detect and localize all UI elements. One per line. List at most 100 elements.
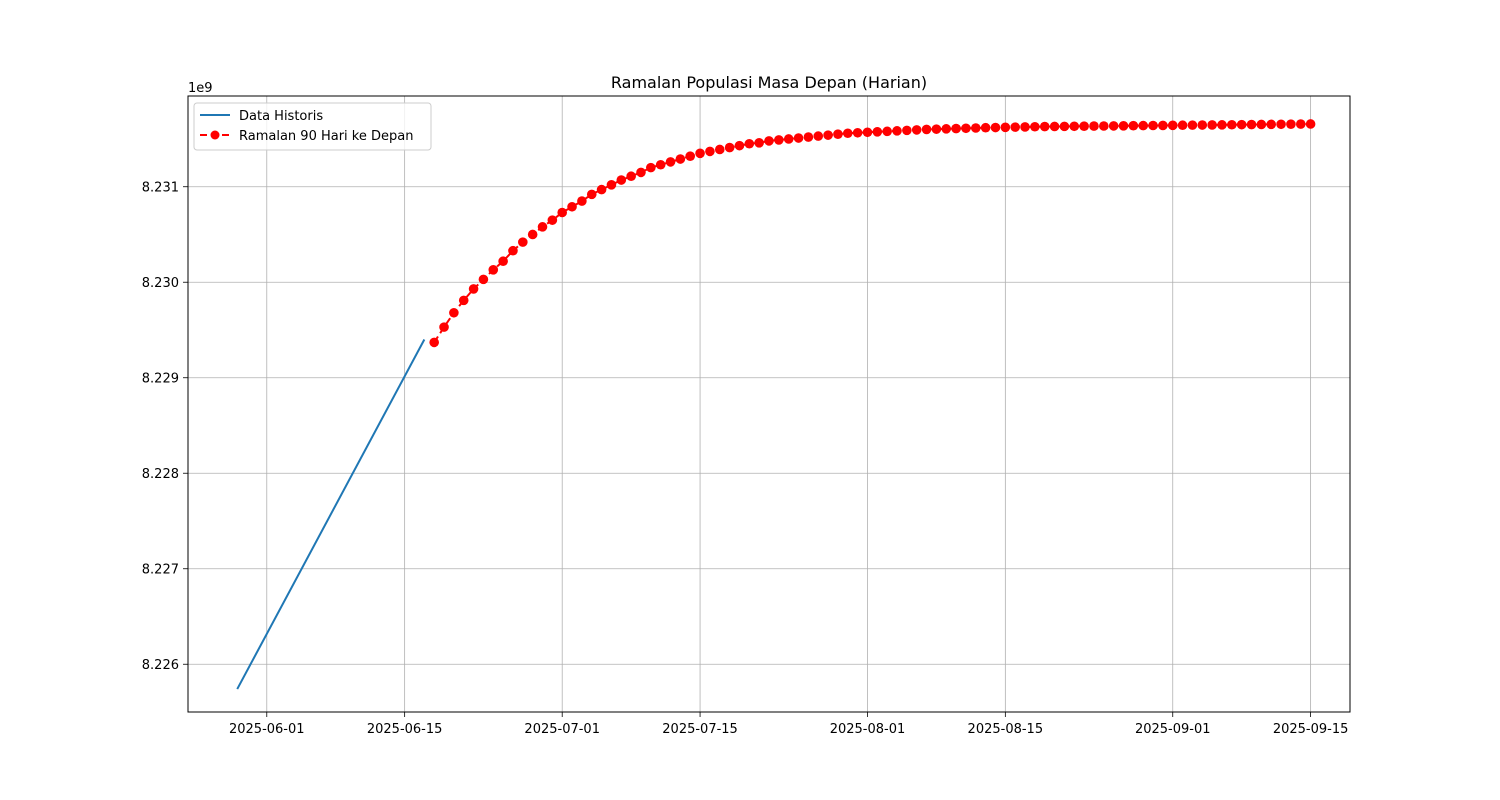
x-axis: 2025-06-01 2025-06-15 2025-07-01 2025-07-15… <box>229 712 1348 737</box>
forecast-point <box>1236 119 1247 130</box>
y-tick-label: 8.228 <box>142 467 179 482</box>
x-tick-label: 2025-09-15 <box>1273 722 1349 737</box>
forecast-point <box>862 127 873 138</box>
forecast-point <box>655 159 666 170</box>
forecast-point <box>911 125 922 135</box>
forecast-point <box>724 142 735 153</box>
forecast-point <box>577 196 587 206</box>
forecast-point <box>695 148 705 159</box>
y-offset-label: 1e9 <box>188 81 213 96</box>
forecast-point <box>547 215 558 225</box>
forecast-point <box>774 135 784 145</box>
forecast-point <box>1138 120 1148 131</box>
forecast-point <box>892 126 902 136</box>
forecast-point <box>1010 122 1020 132</box>
forecast-point <box>1256 119 1267 130</box>
forecast-point <box>1246 119 1257 130</box>
forecast-point <box>961 123 971 134</box>
forecast-point <box>1099 121 1109 131</box>
forecast-point <box>596 184 607 195</box>
forecast-point <box>1079 121 1089 131</box>
chart-title: Ramalan Populasi Masa Depan (Harian) <box>611 73 927 92</box>
grid <box>188 96 1350 712</box>
forecast-point <box>754 138 764 148</box>
forecast-point <box>1207 120 1217 130</box>
forecast-point <box>1049 121 1060 132</box>
forecast-point <box>685 151 696 161</box>
forecast-point <box>1118 121 1129 131</box>
forecast-point <box>852 127 863 138</box>
forecast-point <box>586 189 597 200</box>
legend-box <box>193 102 432 151</box>
forecast-point <box>734 140 745 151</box>
forecast-point <box>872 127 883 137</box>
forecast-point <box>941 124 952 134</box>
forecast-point <box>813 131 824 141</box>
forecast-point <box>803 132 814 142</box>
y-tick-label: 8.226 <box>142 658 179 673</box>
forecast-point <box>1305 119 1316 129</box>
forecast-point <box>833 129 843 139</box>
forecast-point <box>439 322 449 332</box>
forecast-point <box>902 125 912 136</box>
forecast-point <box>537 222 548 232</box>
forecast-point <box>921 124 932 135</box>
forecast-point <box>449 307 459 318</box>
forecast-point <box>488 265 499 275</box>
forecast-point <box>1187 120 1198 130</box>
forecast-point <box>1217 120 1227 130</box>
forecast-point <box>1227 119 1237 130</box>
forecast-point <box>990 122 1001 133</box>
forecast-point <box>1030 121 1040 132</box>
series-layer <box>236 119 1316 690</box>
x-tick-label: 2025-07-15 <box>662 722 738 737</box>
x-tick-label: 2025-06-15 <box>367 722 443 737</box>
forecast-point <box>498 256 508 267</box>
forecast-point <box>518 237 528 247</box>
forecast-point <box>1276 119 1286 130</box>
series-line-historical <box>236 339 426 690</box>
forecast-point <box>675 154 686 164</box>
forecast-point <box>1148 120 1158 131</box>
forecast-point <box>951 123 961 134</box>
plot-frame <box>187 95 1351 713</box>
forecast-point <box>1059 121 1070 132</box>
legend-label-historical: Data Historis <box>239 109 323 124</box>
forecast-point <box>626 171 636 182</box>
forecast-point <box>1158 120 1168 131</box>
forecast-point <box>1069 121 1080 132</box>
forecast-point <box>665 157 676 167</box>
forecast-point <box>1266 119 1277 130</box>
forecast-point <box>1108 121 1119 131</box>
forecast-point <box>783 134 794 144</box>
forecast-point <box>971 123 981 133</box>
forecast-point <box>764 136 774 146</box>
forecast-point <box>1197 120 1208 130</box>
forecast-point <box>1089 121 1099 131</box>
forecast-point <box>793 133 804 143</box>
forecast-point <box>1295 119 1306 129</box>
y-tick-label: 8.230 <box>142 276 179 291</box>
x-tick-label: 2025-09-01 <box>1135 722 1211 737</box>
forecast-point <box>567 201 577 212</box>
legend: Data Historis Ramalan 90 Hari ke Depan <box>193 102 432 151</box>
legend-label-forecast: Ramalan 90 Hari ke Depan <box>239 129 413 144</box>
forecast-point <box>429 337 439 348</box>
forecast-point <box>744 138 755 149</box>
forecast-point <box>823 130 833 140</box>
y-tick-label: 8.231 <box>142 181 179 196</box>
forecast-point <box>468 284 479 294</box>
forecast-point <box>980 122 991 133</box>
forecast-point <box>1039 121 1050 132</box>
forecast-point <box>882 126 892 137</box>
forecast-point <box>478 274 489 285</box>
forecast-point <box>508 245 518 256</box>
forecast-point <box>458 295 469 306</box>
forecast-point <box>931 124 942 134</box>
x-tick-label: 2025-08-15 <box>968 722 1044 737</box>
x-tick-label: 2025-06-01 <box>229 722 305 737</box>
legend-marker-forecast <box>210 130 220 140</box>
forecast-point <box>1286 119 1296 129</box>
forecast-point <box>557 207 567 218</box>
